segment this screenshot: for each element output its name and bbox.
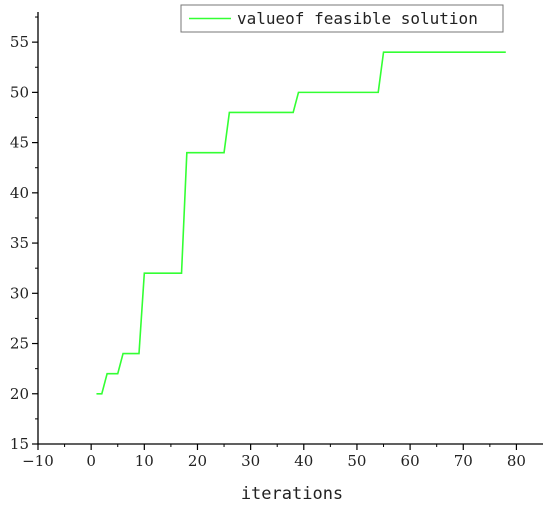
- x-tick-label: 80: [507, 452, 526, 470]
- x-tick-label: 30: [241, 452, 260, 470]
- legend-label: valueof feasible solution: [237, 9, 478, 28]
- axes: −10 0 10 20 30 40 50 60 70 80 15 20 25 30 35 40 45 50 55: [10, 12, 543, 470]
- y-tick-label: 45: [10, 134, 29, 152]
- x-tick-label: 50: [347, 452, 366, 470]
- series-line: [96, 51, 506, 395]
- x-tick-label: 10: [135, 452, 154, 470]
- x-tick-label: 0: [86, 452, 96, 470]
- y-tick-label: 35: [10, 234, 29, 252]
- x-tick-label: 20: [188, 452, 207, 470]
- plot-area: [96, 51, 506, 395]
- x-tick-label: −10: [22, 452, 54, 470]
- legend-box: [180, 4, 504, 33]
- y-tick-label: 50: [10, 83, 29, 101]
- y-tick-label: 40: [10, 184, 29, 202]
- y-tick-label: 15: [10, 435, 29, 453]
- y-tick-label: 30: [10, 284, 29, 302]
- x-tick-label: 70: [454, 452, 473, 470]
- x-tick-label: 60: [401, 452, 420, 470]
- x-tick-label: 40: [294, 452, 313, 470]
- y-tick-label: 55: [10, 33, 29, 51]
- y-tick-label: 20: [10, 385, 29, 403]
- x-axis-label: iterations: [241, 484, 343, 504]
- legend: valueof feasible solution: [180, 4, 504, 33]
- y-tick-label: 25: [10, 335, 29, 353]
